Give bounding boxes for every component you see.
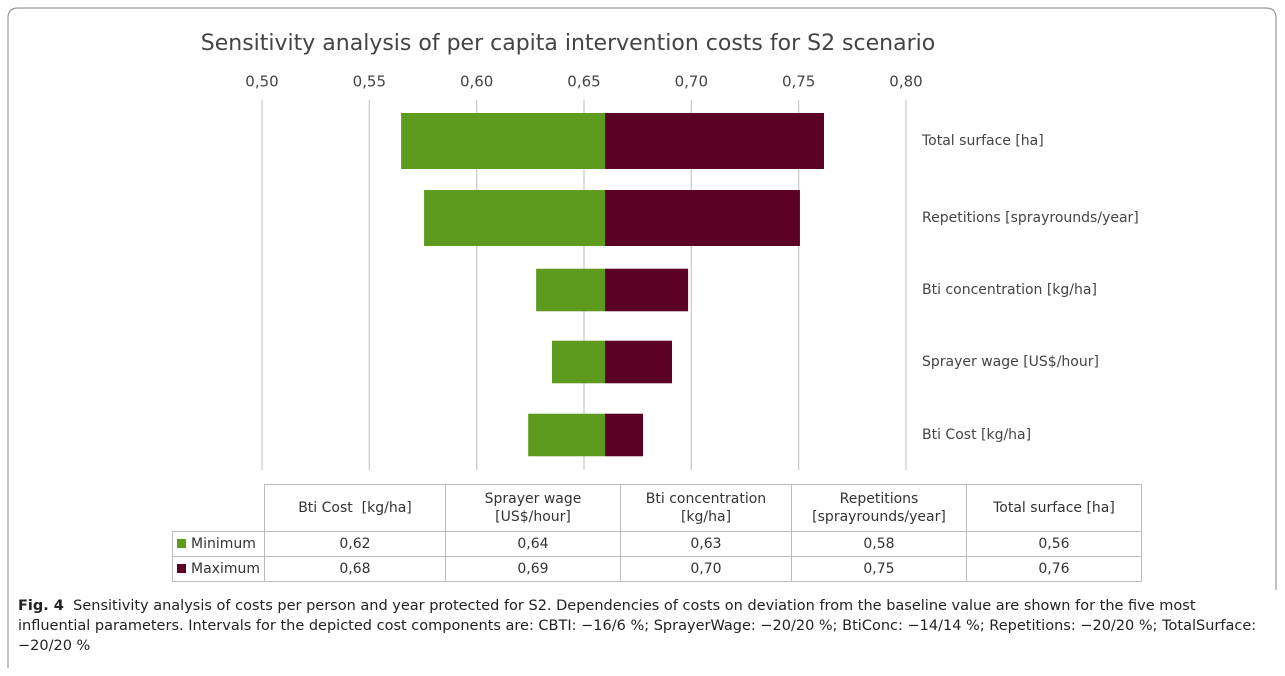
table-header-row: Bti Cost [kg/ha] Sprayer wage [US$/hour] B… xyxy=(173,484,1142,532)
bar xyxy=(605,268,689,312)
legend-label: Maximum xyxy=(191,561,260,577)
legend-swatch xyxy=(177,539,186,548)
bar xyxy=(536,268,606,312)
bar xyxy=(605,113,824,169)
table-cell: 0,75 xyxy=(790,556,967,582)
table-cell: 0,58 xyxy=(790,531,967,557)
table-header: Repetitions [sprayrounds/year] xyxy=(790,484,967,532)
legend-entry: Minimum xyxy=(172,531,265,557)
bar xyxy=(424,190,606,246)
legend-swatch xyxy=(177,564,186,573)
table-cell: 0,68 xyxy=(263,556,446,582)
table-cell: 0,62 xyxy=(263,531,446,557)
table-cell: 0,56 xyxy=(965,531,1142,557)
table-header: Bti concentration [kg/ha] xyxy=(619,484,792,532)
table-cell: 0,76 xyxy=(965,556,1142,582)
bar xyxy=(605,340,673,384)
chart-title: Sensitivity analysis of per capita inter… xyxy=(201,31,935,56)
table-row: Minimum 0,62 0,64 0,63 0,58 0,56 xyxy=(172,531,1142,557)
data-table: Bti Cost [kg/ha] Sprayer wage [US$/hour] B… xyxy=(172,484,1142,582)
caption-text: Sensitivity analysis of costs per person… xyxy=(18,598,1257,654)
frame xyxy=(7,7,1277,668)
category-label: Sprayer wage [US$/hour] xyxy=(922,354,1099,370)
table-cell: 0,63 xyxy=(619,531,792,557)
bar xyxy=(605,413,644,457)
category-label: Total surface [ha] xyxy=(921,133,1044,149)
x-tick-label: 0,55 xyxy=(353,73,386,91)
bar xyxy=(401,113,606,169)
table-corner xyxy=(173,485,265,532)
legend-entry: Maximum xyxy=(172,556,265,582)
x-tick-label: 0,65 xyxy=(567,73,600,91)
table-cell: 0,64 xyxy=(444,531,621,557)
x-tick-label: 0,70 xyxy=(675,73,708,91)
caption: Fig. 4 Sensitivity analysis of costs per… xyxy=(18,596,1263,656)
category-label: Bti concentration [kg/ha] xyxy=(922,282,1097,298)
table-header: Bti Cost [kg/ha] xyxy=(263,484,446,532)
x-tick-label: 0,60 xyxy=(460,73,493,91)
table-row: Maximum 0,68 0,69 0,70 0,75 0,76 xyxy=(172,556,1142,582)
table-cell: 0,70 xyxy=(619,556,792,582)
category-label: Repetitions [sprayrounds/year] xyxy=(922,210,1139,226)
table-cell: 0,69 xyxy=(444,556,621,582)
bar xyxy=(528,413,606,457)
table-header: Total surface [ha] xyxy=(965,484,1142,532)
bar xyxy=(605,190,800,246)
x-tick-label: 0,75 xyxy=(782,73,815,91)
x-tick-label: 0,80 xyxy=(889,73,922,91)
bar xyxy=(552,340,606,384)
caption-label: Fig. 4 xyxy=(18,598,64,614)
x-tick-label: 0,50 xyxy=(245,73,278,91)
category-label: Bti Cost [kg/ha] xyxy=(922,427,1031,443)
table-header: Sprayer wage [US$/hour] xyxy=(444,484,621,532)
legend-label: Minimum xyxy=(191,536,256,552)
